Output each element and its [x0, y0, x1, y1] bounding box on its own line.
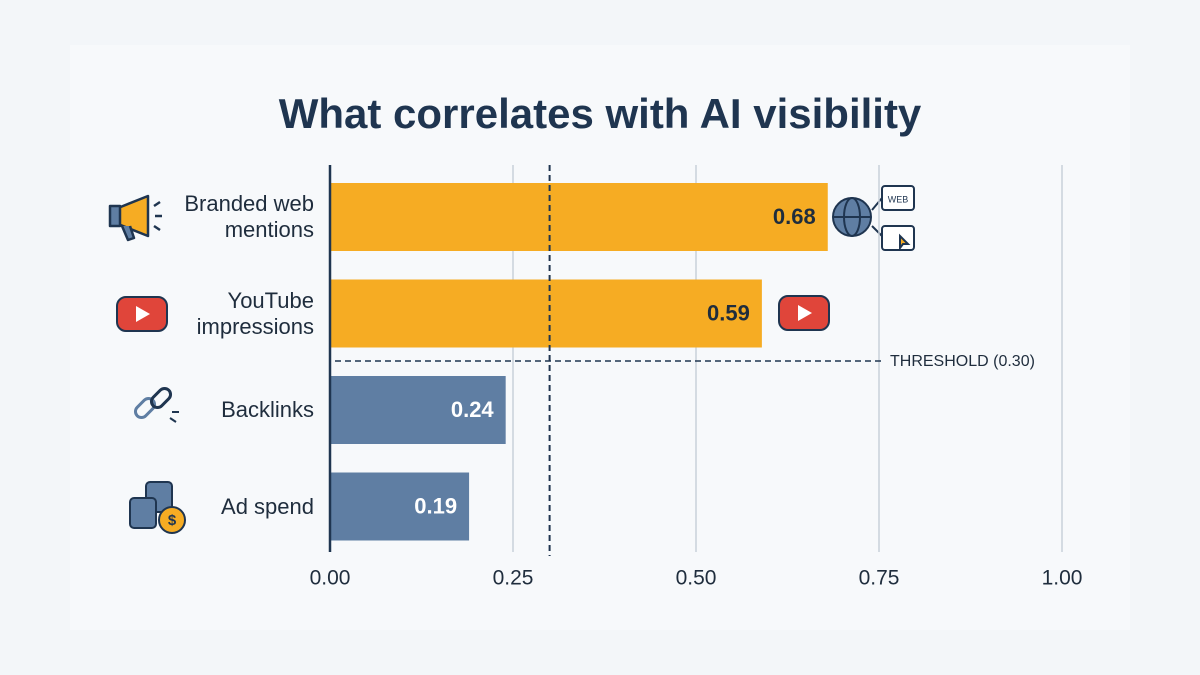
x-tick-label: 0.25	[493, 567, 534, 590]
svg-text:WEB: WEB	[888, 194, 909, 204]
category-label: Ad spend	[221, 493, 314, 519]
youtube-icon	[778, 295, 830, 331]
value-label: 0.19	[414, 493, 457, 518]
bar	[330, 279, 762, 348]
x-tick-label: 0.00	[310, 567, 351, 590]
value-label: 0.24	[451, 397, 495, 422]
value-label: 0.68	[773, 204, 816, 229]
chart-title: What correlates with AI visibility	[279, 90, 922, 137]
bar	[330, 376, 506, 444]
x-tick-label: 1.00	[1042, 567, 1083, 590]
youtube-icon	[116, 296, 168, 332]
svg-text:$: $	[168, 512, 177, 529]
x-tick-label: 0.50	[676, 567, 717, 590]
bar	[330, 472, 470, 541]
category-label: YouTube impressions	[196, 287, 314, 339]
megaphone-icon	[108, 194, 162, 242]
value-label: 0.59	[707, 300, 750, 325]
category-label: Backlinks	[221, 397, 314, 422]
category-label: Branded web mentions	[184, 191, 314, 242]
threshold-label: THRESHOLD (0.30)	[890, 353, 1035, 370]
globe-icon: WEB	[832, 185, 915, 251]
link-icon	[133, 386, 179, 423]
x-tick-label: 0.75	[859, 567, 900, 590]
bar	[330, 183, 828, 251]
coins-icon: $	[129, 481, 186, 534]
